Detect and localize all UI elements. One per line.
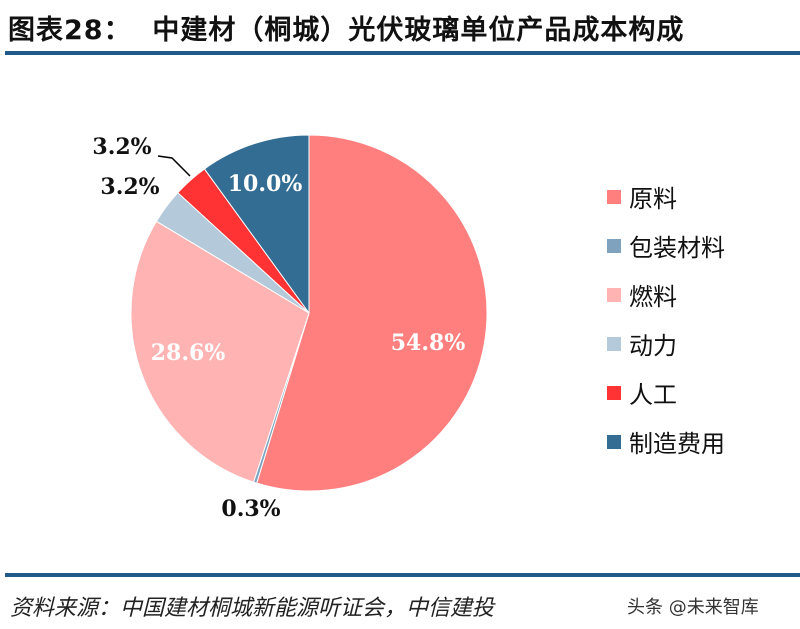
- legend: 原料包装材料燃料动力人工制造费用: [607, 172, 725, 466]
- legend-item: 动力: [607, 319, 725, 368]
- legend-label: 人工: [629, 381, 677, 409]
- legend-swatch: [607, 385, 621, 400]
- legend-item: 原料: [607, 172, 725, 221]
- legend-label: 动力: [629, 332, 677, 360]
- legend-label: 原料: [629, 185, 677, 213]
- source-note: 资料来源：中国建材桐城新能源听证会，中信建投: [10, 596, 495, 621]
- legend-item: 燃料: [607, 270, 725, 319]
- data-label-4: 3.2%: [92, 134, 151, 160]
- footer-divider: [5, 573, 800, 577]
- leader-line: [157, 155, 191, 177]
- data-label-0: 54.8%: [391, 330, 466, 356]
- legend-swatch: [607, 189, 621, 204]
- data-label-2: 28.6%: [151, 340, 226, 366]
- legend-label: 制造费用: [629, 430, 725, 458]
- legend-item: 包装材料: [607, 221, 725, 270]
- watermark: 头条 @未来智库: [627, 597, 759, 618]
- legend-label: 燃料: [629, 283, 677, 311]
- legend-swatch: [607, 336, 621, 351]
- legend-item: 人工: [607, 368, 725, 417]
- title-divider: [5, 51, 800, 55]
- data-label-1: 0.3%: [221, 496, 280, 522]
- pie-slice-5: [203, 134, 310, 315]
- legend-swatch: [607, 434, 621, 449]
- pie-slice-0: [256, 134, 488, 492]
- data-label-5: 10.0%: [228, 171, 303, 197]
- data-label-3: 3.2%: [100, 174, 159, 200]
- legend-item: 制造费用: [607, 417, 725, 466]
- chart-title: 图表28： 中建材（桐城）光伏玻璃单位产品成本构成: [8, 15, 685, 46]
- legend-swatch: [607, 287, 621, 302]
- legend-swatch: [607, 238, 621, 253]
- legend-label: 包装材料: [629, 234, 725, 262]
